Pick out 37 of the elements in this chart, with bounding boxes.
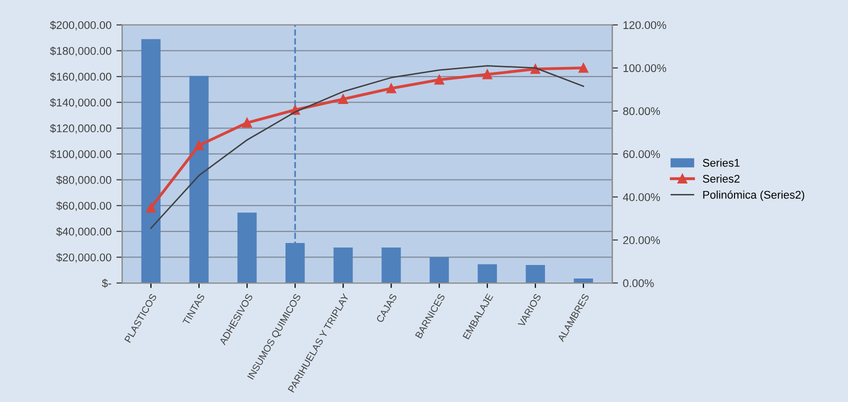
legend-label: Series1: [702, 158, 740, 167]
y2-tick-label: 0.00%: [623, 279, 654, 288]
y2-tick-label: 40.00%: [622, 193, 660, 202]
y-tick-label: $20,000.00: [56, 253, 112, 263]
point: [338, 94, 348, 104]
y-tick-label: $-: [102, 278, 112, 288]
y-tick-label: $120,000.00: [50, 124, 112, 134]
legend-label: Series2: [702, 174, 740, 183]
point: [434, 74, 444, 85]
y-tick-label: $100,000.00: [50, 150, 112, 160]
y2-tick-label: 80.00%: [623, 107, 660, 116]
legend-label: Polinómica (Series2): [703, 190, 804, 201]
bar: [237, 212, 257, 284]
y-tick-label: $180,000.00: [50, 46, 112, 56]
y2-tick-label: 100.00%: [624, 64, 666, 72]
bar: [526, 264, 545, 284]
y-tick-label: $60,000.00: [56, 201, 112, 212]
y-tick-label: $40,000.00: [56, 227, 112, 237]
y2-tick-label: 20.00%: [623, 236, 660, 244]
point: [386, 84, 396, 94]
point: [578, 63, 588, 73]
point: [146, 202, 156, 213]
y-tick-label: $160,000.00: [50, 72, 112, 82]
bar: [478, 264, 497, 284]
point: [194, 140, 204, 150]
bar: [334, 248, 353, 284]
point: [242, 118, 252, 128]
y-tick-label: $140,000.00: [50, 98, 112, 108]
y-tick-label: $200,000.00: [50, 20, 112, 30]
bar: [382, 248, 401, 284]
bar: [189, 76, 209, 284]
point: [482, 70, 492, 80]
bar: [141, 39, 161, 284]
bar: [430, 257, 449, 284]
y-tick-label: $80,000.00: [56, 176, 112, 186]
y2-tick-label: 60.00%: [623, 150, 660, 158]
y2-tick-label: 120.00%: [624, 21, 666, 30]
